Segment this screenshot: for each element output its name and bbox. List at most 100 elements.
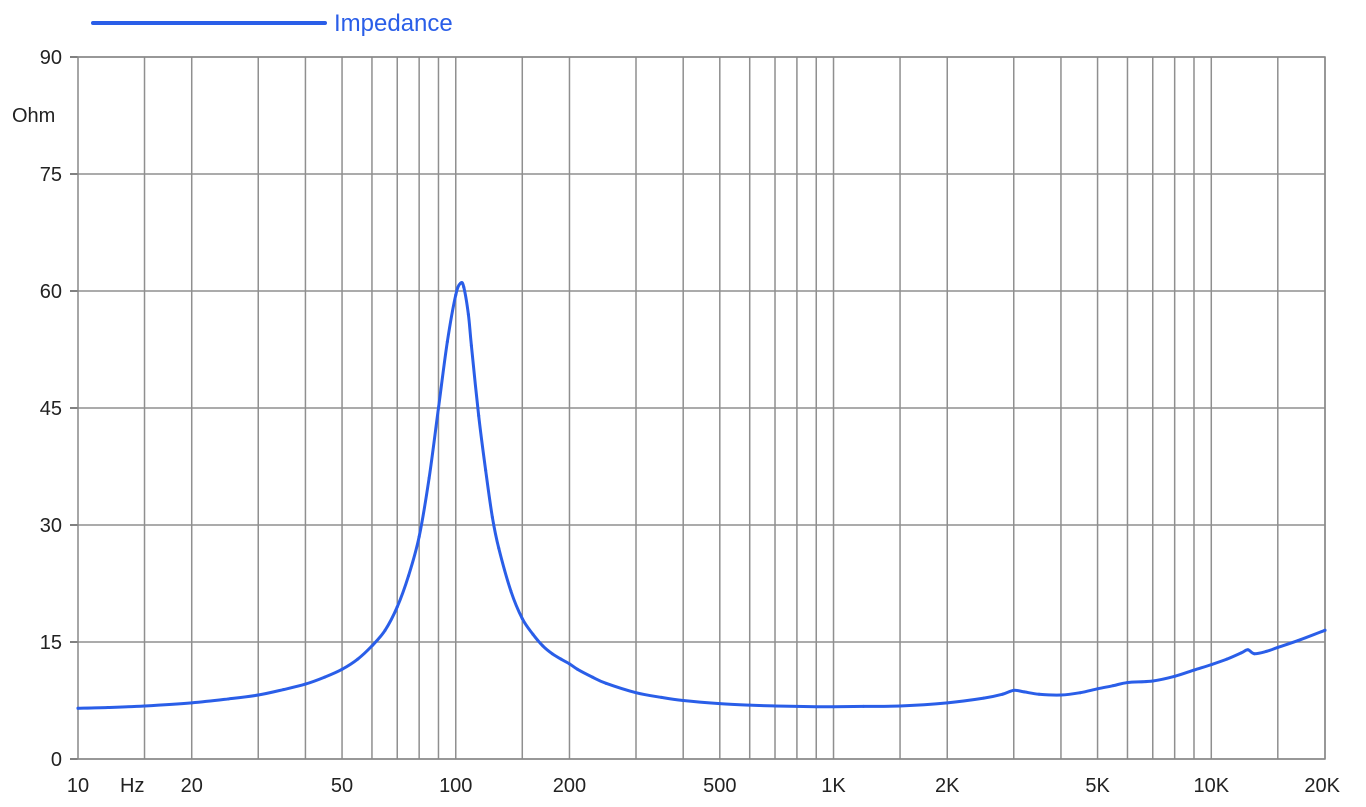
impedance-point-27 [497,546,501,550]
impedance-point-5 [256,693,260,697]
plot-frame [77,56,1326,760]
x-tick-label-9: 10K [1193,775,1229,797]
impedance-line [76,280,1327,710]
impedance-point-19 [454,293,458,297]
impedance-point-24 [477,414,481,418]
impedance-point-38 [634,691,638,695]
legend-label-impedance: Impedance [334,10,453,37]
x-tick-label-8: 5K [1085,775,1110,797]
impedance-point-10 [356,657,360,661]
impedance-point-71 [1323,628,1327,632]
impedance-point-40 [681,699,685,702]
impedance-point-67 [1252,652,1256,656]
impedance-point-11 [370,644,374,648]
impedance-point-46 [832,705,836,709]
impedance-point-55 [1059,693,1063,697]
impedance-point-53 [1022,690,1026,694]
impedance-point-57 [1096,687,1100,691]
impedance-point-22 [466,312,470,316]
x-axis-label: Hz [120,775,144,797]
impedance-point-63 [1209,663,1213,667]
impedance-point-44 [795,704,799,708]
x-tick-label-7: 2K [935,775,960,797]
impedance-point-7 [303,682,307,686]
impedance-point-35 [575,667,579,671]
grid-lines [70,56,1326,760]
impedance-point-23 [469,344,473,348]
x-tick-label-5: 500 [703,775,736,797]
impedance-point-29 [520,617,524,621]
impedance-point-47 [861,704,865,708]
impedance-point-62 [1192,668,1196,672]
impedance-points [76,281,1327,710]
impedance-point-58 [1111,684,1115,688]
impedance-point-60 [1151,679,1155,683]
x-tick-label-3: 100 [439,775,472,797]
legend: Impedance [91,10,453,37]
impedance-point-0 [76,706,80,710]
y-tick-label-3: 45 [40,398,62,420]
y-tick-label-0: 0 [51,749,62,771]
impedance-point-8 [323,675,327,679]
y-axis-label: Ohm [12,105,55,127]
impedance-point-66 [1246,648,1250,652]
x-tick-label-0: 10 [67,775,89,797]
x-tick-label-4: 200 [553,775,586,797]
impedance-point-6 [282,688,286,692]
x-tick-label-1: 20 [181,775,203,797]
impedance-point-31 [541,644,545,648]
impedance-point-28 [509,589,513,593]
impedance-point-12 [383,628,387,632]
x-tick-label-10: 20K [1304,775,1340,797]
y-tick-label-6: 90 [40,47,62,69]
impedance-point-13 [395,605,399,609]
y-tick-label-2: 30 [40,515,62,537]
impedance-point-37 [604,681,608,685]
impedance-point-3 [190,701,194,705]
impedance-point-49 [945,701,949,705]
impedance-point-64 [1225,657,1229,661]
impedance-point-1 [106,706,110,710]
impedance-point-25 [484,468,488,472]
impedance-point-15 [417,535,421,539]
impedance-point-18 [445,340,449,344]
impedance-point-65 [1239,651,1243,655]
impedance-point-21 [462,285,466,289]
impedance-point-36 [590,675,594,679]
y-tick-label-4: 60 [40,281,62,303]
x-tick-labels: 10 20 50 100 200 500 1K 2K 5K 10K 20K [67,775,1341,797]
impedance-point-41 [718,702,722,706]
impedance-point-50 [982,696,986,700]
impedance-point-45 [814,705,818,709]
impedance-point-68 [1264,649,1268,653]
impedance-point-16 [427,476,431,480]
impedance-point-30 [531,632,535,636]
y-tick-labels: 0 15 30 45 60 75 90 [40,47,62,771]
impedance-point-69 [1276,645,1280,649]
impedance-point-59 [1125,681,1129,685]
impedance-point-54 [1037,692,1041,696]
impedance-point-4 [226,697,230,701]
impedance-point-70 [1296,638,1300,642]
impedance-point-51 [1000,692,1004,696]
impedance-point-9 [340,667,344,671]
impedance-point-43 [773,704,777,708]
impedance-point-33 [559,657,563,661]
impedance-point-39 [659,695,663,699]
impedance-point-42 [748,703,752,707]
impedance-point-20 [459,281,463,285]
impedance-point-2 [143,704,147,708]
impedance-point-34 [567,662,571,666]
impedance-point-32 [550,652,554,656]
impedance-point-61 [1173,674,1177,678]
impedance-point-48 [898,704,902,708]
impedance-point-56 [1078,691,1082,695]
impedance-point-26 [490,515,494,519]
y-tick-label-5: 75 [40,164,62,186]
x-tick-label-6: 1K [821,775,846,797]
x-tick-label-2: 50 [331,775,353,797]
y-tick-label-1: 15 [40,632,62,654]
impedance-point-14 [407,574,411,578]
impedance-point-17 [436,406,440,410]
